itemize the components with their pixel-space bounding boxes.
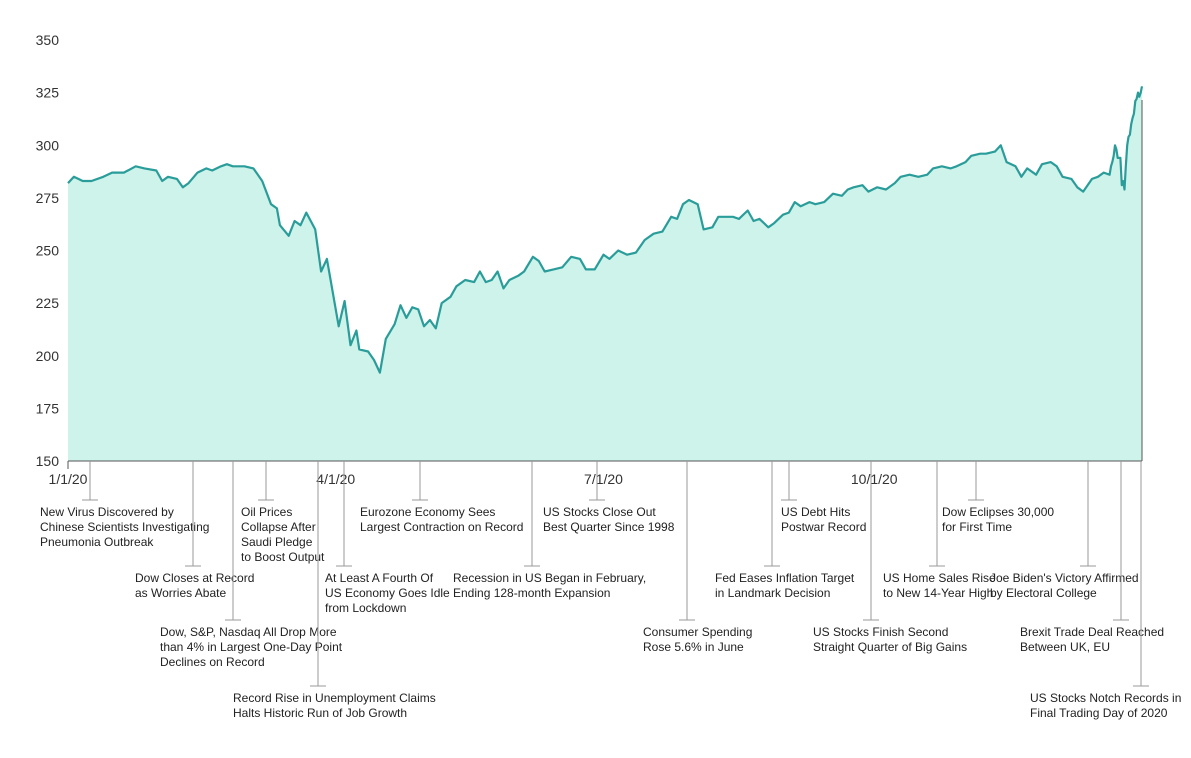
annotation-line: Dow Eclipses 30,000 (942, 505, 1054, 519)
annotation-line: Chinese Scientists Investigating (40, 520, 209, 534)
annotation-line: Saudi Pledge (241, 535, 313, 549)
annotation-label: Dow Eclipses 30,000 for First Time (942, 505, 1054, 534)
annotation-line: Dow, S&P, Nasdaq All Drop More (160, 625, 337, 639)
annotation-label: Dow, S&P, Nasdaq All Drop More than 4% in… (160, 625, 343, 669)
annotation-line: Pneumonia Outbreak (40, 535, 154, 549)
annotation-label: Joe Biden's Victory Affirmed by Electoral… (990, 571, 1139, 600)
y-tick-label: 175 (36, 400, 60, 416)
annotation-line: Declines on Record (160, 655, 265, 669)
annotation-line: US Stocks Finish Second (813, 625, 948, 639)
annotation-line: to New 14-Year High (883, 586, 993, 600)
y-tick-label: 200 (36, 348, 60, 364)
x-tick-label: 1/1/20 (49, 471, 88, 487)
annotation-line: At Least A Fourth Of (325, 571, 434, 585)
annotation-line: Eurozone Economy Sees (360, 505, 495, 519)
area-layer (67, 86, 1144, 462)
annotation-line: Largest Contraction on Record (360, 520, 523, 534)
annotation-line: Consumer Spending (643, 625, 752, 639)
annotation-line: from Lockdown (325, 601, 406, 615)
annotation-label: Record Rise in Unemployment Claims Halts … (233, 691, 436, 720)
annotation-line: US Stocks Notch Records in (1030, 691, 1181, 705)
annotation-label: US Home Sales Rise to New 14-Year High (883, 571, 996, 600)
annotation-line: US Economy Goes Idle (325, 586, 450, 600)
annotation-label: Consumer Spending Rose 5.6% in June (643, 625, 752, 654)
annotation-line: New Virus Discovered by (40, 505, 174, 519)
annotation-label: Recession in US Began in February, Ending… (453, 571, 646, 600)
series-area-fill (68, 86, 1142, 462)
annotation-label: Oil Prices Collapse After Saudi Pledge to B… (241, 505, 325, 564)
y-tick-label: 325 (36, 85, 60, 101)
annotation-line: Rose 5.6% in June (643, 640, 744, 654)
annotation-label: At Least A Fourth Of US Economy Goes Idle… (325, 571, 450, 615)
annotation-label: US Stocks Close Out Best Quarter Since 19… (543, 505, 675, 534)
annotation-line: than 4% in Largest One-Day Point (160, 640, 343, 654)
annotation-label: New Virus Discovered by Chinese Scientist… (40, 505, 209, 549)
annotation-line: Record Rise in Unemployment Claims (233, 691, 436, 705)
x-tick-label: 7/1/20 (584, 471, 623, 487)
annotation-line: Brexit Trade Deal Reached (1020, 625, 1164, 639)
annotation-line: in Landmark Decision (715, 586, 830, 600)
y-tick-label: 275 (36, 190, 60, 206)
annotation-line: for First Time (942, 520, 1012, 534)
annotation-label: Eurozone Economy Sees Largest Contraction… (360, 505, 523, 534)
annotation-line: Best Quarter Since 1998 (543, 520, 675, 534)
annotation-line: US Debt Hits (781, 505, 850, 519)
axis-layer: 150 175 200 225 250 275 300 325 350 1/1/20 4/1/20 7… (36, 32, 1143, 487)
annotation-label: Dow Closes at Record as Worries Abate (135, 571, 254, 600)
annotation-line: Final Trading Day of 2020 (1030, 706, 1168, 720)
annotation-line: Dow Closes at Record (135, 571, 254, 585)
annotation-line: Joe Biden's Victory Affirmed (990, 571, 1139, 585)
annotation-line: Fed Eases Inflation Target (715, 571, 855, 585)
annotation-line: Recession in US Began in February, (453, 571, 646, 585)
annotation-line: US Stocks Close Out (543, 505, 656, 519)
annotation-label: US Debt Hits Postwar Record (781, 505, 866, 534)
series-line (67, 86, 1144, 374)
annotation-label: US Stocks Finish Second Straight Quarter … (813, 625, 967, 654)
annotation-label: Brexit Trade Deal Reached Between UK, EU (1020, 625, 1164, 654)
y-tick-label: 350 (36, 32, 60, 48)
annotation-line: by Electoral College (990, 586, 1097, 600)
annotation-line: Collapse After (241, 520, 316, 534)
x-tick-label: 10/1/20 (851, 471, 898, 487)
annotation-line: Halts Historic Run of Job Growth (233, 706, 407, 720)
y-tick-label: 225 (36, 295, 60, 311)
annotation-line: Postwar Record (781, 520, 866, 534)
y-tick-label: 150 (36, 453, 60, 469)
y-tick-label: 300 (36, 137, 60, 153)
annotation-line: to Boost Output (241, 550, 325, 564)
annotation-layer: New Virus Discovered by Chinese Scientist… (40, 461, 1181, 720)
annotation-line: as Worries Abate (135, 586, 226, 600)
annotation-line: Straight Quarter of Big Gains (813, 640, 967, 654)
annotation-line: Ending 128-month Expansion (453, 586, 610, 600)
annotation-label: Fed Eases Inflation Target in Landmark De… (715, 571, 855, 600)
annotation-line: US Home Sales Rise (883, 571, 996, 585)
x-tick-label: 4/1/20 (316, 471, 355, 487)
y-tick-label: 250 (36, 243, 60, 259)
annotation-line: Between UK, EU (1020, 640, 1110, 654)
annotation-line: Oil Prices (241, 505, 292, 519)
annotation-label: US Stocks Notch Records in Final Trading … (1030, 691, 1181, 720)
